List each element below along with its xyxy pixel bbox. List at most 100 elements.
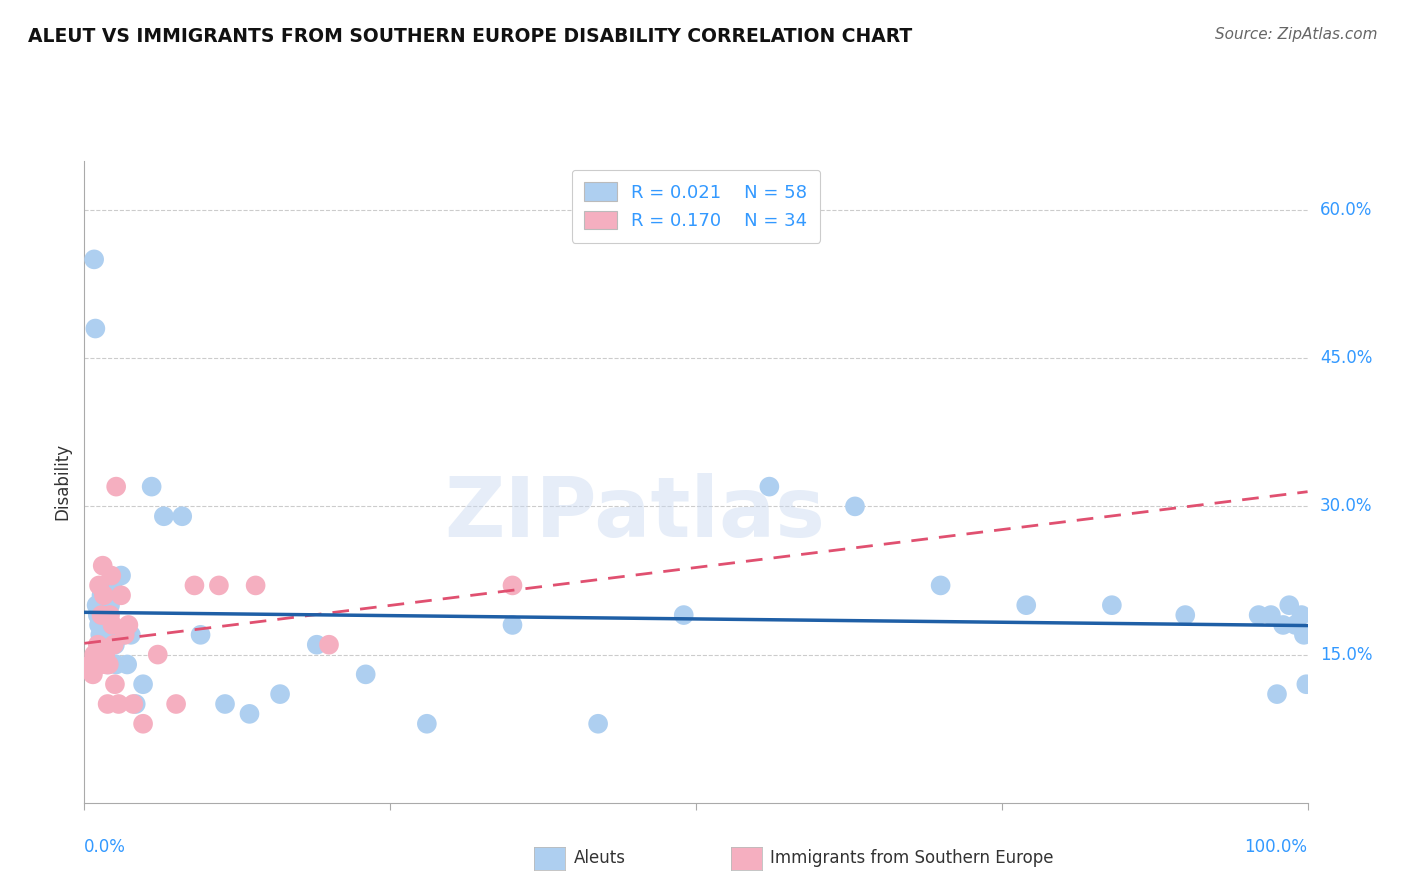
Point: [1295, 677, 1317, 691]
Point: [89, 657, 111, 672]
Point: [238, 706, 260, 721]
Point: [1292, 628, 1315, 642]
Point: [94, 648, 117, 662]
Point: [97, 628, 120, 642]
Point: [82, 667, 104, 681]
Point: [97, 657, 120, 672]
Point: [172, 509, 194, 524]
Point: [1101, 598, 1123, 612]
Point: [110, 588, 132, 602]
Point: [83, 648, 105, 662]
Point: [1272, 618, 1295, 632]
Point: [305, 638, 328, 652]
Point: [122, 697, 145, 711]
Point: [758, 480, 780, 494]
Point: [97, 657, 120, 672]
Point: [103, 638, 125, 652]
Point: [1265, 687, 1288, 701]
Point: [86, 648, 108, 662]
Text: 45.0%: 45.0%: [1320, 349, 1372, 368]
Point: [1260, 608, 1282, 623]
Point: [416, 716, 439, 731]
Point: [110, 568, 132, 582]
Point: [101, 618, 124, 632]
Point: [105, 480, 128, 494]
Point: [114, 628, 136, 642]
Point: [97, 697, 120, 711]
Point: [214, 697, 236, 711]
Text: ZIPatlas: ZIPatlas: [444, 474, 825, 554]
Point: [89, 628, 111, 642]
Point: [120, 628, 142, 642]
Point: [117, 618, 139, 632]
Point: [1278, 598, 1301, 612]
Point: [84, 321, 107, 335]
Point: [90, 588, 112, 602]
Point: [586, 716, 609, 731]
Point: [87, 618, 110, 632]
Point: [104, 677, 127, 691]
Point: [1291, 608, 1313, 623]
Point: [269, 687, 291, 701]
Point: [132, 677, 155, 691]
Point: [89, 638, 111, 652]
Point: [501, 578, 523, 592]
Point: [354, 667, 377, 681]
Point: [107, 628, 129, 642]
Point: [208, 578, 231, 592]
Point: [101, 578, 124, 592]
Point: [501, 618, 523, 632]
Point: [96, 608, 118, 623]
Y-axis label: Disability: Disability: [53, 443, 72, 520]
Point: [1174, 608, 1197, 623]
Point: [83, 252, 105, 267]
Text: ALEUT VS IMMIGRANTS FROM SOUTHERN EUROPE DISABILITY CORRELATION CHART: ALEUT VS IMMIGRANTS FROM SOUTHERN EUROPE…: [28, 27, 912, 45]
Point: [91, 558, 114, 573]
Point: [115, 657, 138, 672]
Point: [93, 648, 115, 662]
Point: [98, 608, 121, 623]
Point: [1284, 618, 1306, 632]
Text: 30.0%: 30.0%: [1320, 498, 1372, 516]
Point: [87, 638, 110, 652]
Text: Aleuts: Aleuts: [574, 849, 626, 867]
Text: 100.0%: 100.0%: [1244, 838, 1308, 856]
Point: [90, 608, 112, 623]
Point: [153, 509, 176, 524]
Point: [96, 638, 118, 652]
Point: [1015, 598, 1038, 612]
Point: [929, 578, 952, 592]
Point: [91, 638, 114, 652]
Point: [245, 578, 267, 592]
Text: 15.0%: 15.0%: [1320, 646, 1372, 664]
Point: [86, 598, 108, 612]
Point: [96, 657, 118, 672]
Point: [165, 697, 187, 711]
Point: [79, 657, 101, 672]
Text: Immigrants from Southern Europe: Immigrants from Southern Europe: [770, 849, 1054, 867]
Point: [94, 618, 117, 632]
Point: [100, 618, 122, 632]
Point: [104, 638, 127, 652]
Point: [183, 578, 205, 592]
Point: [112, 628, 135, 642]
Point: [100, 568, 122, 582]
Point: [98, 598, 121, 612]
Point: [146, 648, 169, 662]
Point: [318, 638, 340, 652]
Point: [84, 657, 107, 672]
Point: [87, 578, 110, 592]
Text: 60.0%: 60.0%: [1320, 201, 1372, 219]
Point: [87, 608, 110, 623]
Point: [93, 588, 115, 602]
Point: [844, 500, 866, 514]
Text: 0.0%: 0.0%: [84, 838, 127, 856]
Point: [125, 697, 148, 711]
Point: [107, 697, 129, 711]
Legend: R = 0.021    N = 58, R = 0.170    N = 34: R = 0.021 N = 58, R = 0.170 N = 34: [572, 169, 820, 243]
Point: [100, 638, 122, 652]
Point: [103, 628, 125, 642]
Point: [132, 716, 155, 731]
Point: [105, 657, 128, 672]
Point: [190, 628, 212, 642]
